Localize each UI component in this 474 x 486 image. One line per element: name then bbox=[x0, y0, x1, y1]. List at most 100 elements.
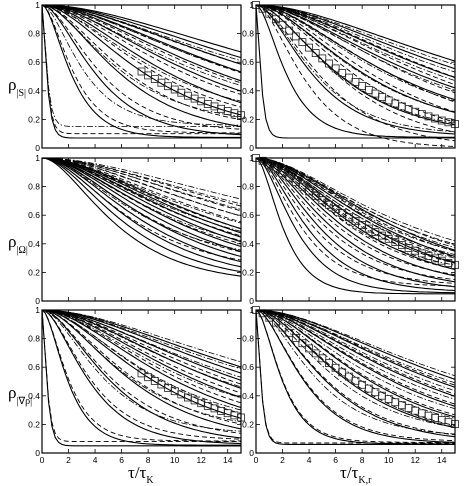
y-tick-label: 1 bbox=[249, 305, 254, 315]
curve-dashed bbox=[256, 310, 455, 436]
data-marker-square bbox=[190, 396, 199, 405]
curve-dashdot bbox=[42, 310, 241, 411]
data-marker-square bbox=[311, 49, 320, 57]
xlabel-left-main: τ/τ bbox=[128, 463, 147, 482]
y-tick-label: 0.2 bbox=[242, 419, 254, 429]
curve-dashdot bbox=[256, 5, 455, 102]
curve-solid bbox=[42, 158, 241, 268]
curve-solid bbox=[42, 310, 241, 439]
curve-solid bbox=[256, 310, 455, 443]
data-marker-square bbox=[305, 43, 314, 52]
curve-dashdot bbox=[42, 158, 241, 200]
curve-dashdot bbox=[256, 310, 455, 428]
curve-solid bbox=[42, 158, 241, 273]
curve-dashed bbox=[256, 5, 455, 123]
x-tick-label: 4 bbox=[93, 455, 98, 465]
panel-curves bbox=[42, 158, 241, 277]
curve-solid bbox=[42, 310, 241, 368]
data-marker-square bbox=[364, 86, 373, 94]
data-marker-square bbox=[444, 418, 453, 427]
panel-frame bbox=[41, 157, 242, 302]
curve-solid bbox=[42, 158, 241, 277]
x-tick-label: 12 bbox=[410, 455, 420, 465]
data-marker-square bbox=[344, 73, 353, 82]
x-tick-label: 8 bbox=[360, 455, 365, 465]
y-tick-label: 0.2 bbox=[28, 114, 40, 124]
curve-solid bbox=[42, 5, 241, 82]
x-tick-label: 12 bbox=[196, 455, 206, 465]
data-marker-square bbox=[358, 82, 367, 90]
curve-solid bbox=[256, 158, 455, 277]
curve-solid bbox=[256, 5, 455, 114]
panel-frame bbox=[255, 4, 456, 149]
y-tick-label: 1 bbox=[35, 153, 40, 163]
curve-dashdot bbox=[42, 158, 241, 241]
curve-dashdot bbox=[256, 5, 455, 81]
curve-dashed bbox=[256, 5, 455, 86]
panel-frame bbox=[255, 309, 456, 454]
y-tick-label: 0.8 bbox=[28, 182, 40, 192]
curve-dashed bbox=[42, 5, 241, 95]
y-tick-label: 0.4 bbox=[242, 391, 254, 401]
data-marker-square bbox=[417, 409, 426, 418]
curve-dashed bbox=[256, 5, 455, 94]
curve-dashdot bbox=[42, 5, 241, 62]
data-marker-square bbox=[351, 376, 360, 385]
x-tick-label: 2 bbox=[66, 455, 71, 465]
data-marker-square bbox=[338, 209, 347, 218]
x-tick-label: 14 bbox=[437, 455, 447, 465]
y-tick-label: 0.8 bbox=[242, 334, 254, 344]
data-marker-square bbox=[411, 246, 420, 255]
curve-solid bbox=[42, 5, 241, 136]
data-marker-square bbox=[411, 406, 420, 415]
curve-dashed bbox=[256, 5, 455, 103]
ylabel-row2-main: ρ bbox=[8, 232, 16, 251]
curve-dashdot bbox=[256, 310, 455, 377]
curve-dashed bbox=[256, 158, 455, 287]
y-tick-label: 0.2 bbox=[28, 267, 40, 277]
curve-dashdot bbox=[42, 310, 241, 378]
data-marker-square bbox=[371, 388, 380, 397]
y-tick-label: 0.2 bbox=[28, 419, 40, 429]
curve-dashdot bbox=[256, 5, 455, 133]
curve-dashed bbox=[42, 158, 241, 217]
curve-dashdot bbox=[42, 158, 241, 217]
ylabel-row3-main: ρ bbox=[8, 383, 16, 402]
curve-dashdot bbox=[256, 310, 455, 435]
curve-dashdot bbox=[42, 5, 241, 118]
y-tick-label: 0.8 bbox=[242, 29, 254, 39]
curve-dashdot bbox=[42, 5, 241, 102]
curve-dashed bbox=[256, 310, 455, 416]
panel-frame bbox=[41, 309, 242, 454]
curve-dashdot bbox=[256, 158, 455, 263]
data-marker-square bbox=[285, 328, 294, 337]
y-tick-label: 0.2 bbox=[242, 114, 254, 124]
data-marker-square bbox=[298, 182, 307, 191]
curve-dashed bbox=[42, 158, 241, 261]
xlabel-right-sub: K,r bbox=[358, 475, 372, 486]
y-tick-label: 0.6 bbox=[28, 57, 40, 67]
data-marker-square bbox=[331, 363, 340, 372]
curve-dashed bbox=[42, 310, 241, 394]
data-marker-square bbox=[378, 93, 386, 101]
curve-dashdot bbox=[42, 158, 241, 224]
curve-dashdot bbox=[256, 158, 455, 266]
data-marker-square bbox=[325, 59, 333, 68]
data-marker-square bbox=[137, 67, 146, 76]
y-tick-label: 0.6 bbox=[28, 362, 40, 372]
ylabel-row2-sub: |Ω| bbox=[16, 245, 27, 256]
curve-solid bbox=[42, 5, 241, 139]
panel-S-left: 0 0.2 0.4 0.6 0.8 1 bbox=[28, 0, 245, 153]
curve-dashed bbox=[42, 5, 241, 65]
y-tick-label: 0.4 bbox=[28, 86, 40, 96]
data-marker-square bbox=[177, 88, 186, 97]
data-marker-square bbox=[311, 349, 320, 358]
y-tick-label: 0 bbox=[35, 448, 40, 458]
curve-dashed bbox=[42, 5, 241, 130]
curve-solid bbox=[256, 5, 455, 138]
panel-curves bbox=[256, 158, 455, 295]
data-marker-square bbox=[265, 160, 274, 169]
curve-solid bbox=[256, 5, 455, 70]
data-marker-square bbox=[371, 89, 380, 98]
